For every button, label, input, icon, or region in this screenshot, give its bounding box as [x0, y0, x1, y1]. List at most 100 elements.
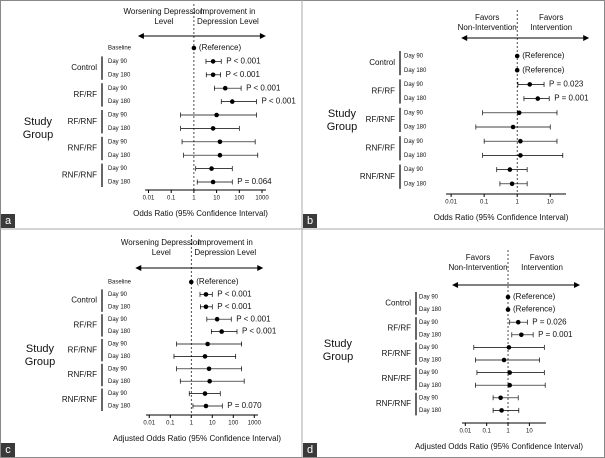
x-tick-label: 1	[506, 429, 510, 435]
row-label: Baseline	[108, 280, 132, 286]
row-label: Baseline	[108, 46, 132, 52]
annotation: P = 0.001	[538, 330, 573, 339]
arrow-head	[259, 33, 266, 39]
annotation: P < 0.001	[226, 57, 261, 66]
row-label: Day 180	[108, 99, 131, 105]
point-estimate	[507, 167, 513, 172]
group-title: Study Group	[23, 116, 54, 141]
annotation: P = 0.070	[227, 401, 262, 410]
point-estimate	[210, 72, 216, 78]
annotation: P < 0.001	[226, 70, 261, 79]
annotation: P < 0.001	[246, 83, 281, 92]
group-label: RNF/RNF	[360, 172, 395, 181]
point-estimate	[210, 59, 216, 64]
group-label: Control	[71, 296, 97, 305]
x-axis-label: Odds Ratio (95% Confidence Interval)	[133, 209, 268, 218]
row-label: Day 180	[404, 125, 427, 131]
point-estimate	[206, 366, 212, 372]
x-tick-label: 10	[547, 200, 554, 206]
point-estimate	[527, 82, 533, 87]
header-right: Favors Intervention	[530, 13, 572, 32]
row-label: Day 180	[108, 153, 131, 159]
point-estimate	[210, 179, 216, 185]
point-estimate	[507, 370, 513, 375]
panel-label-box	[1, 443, 15, 457]
point-estimate	[210, 126, 216, 131]
point-estimate	[219, 329, 224, 334]
point-estimate	[202, 354, 208, 359]
header-left: Worsening Depression Level	[124, 7, 205, 26]
arrow-head	[137, 33, 144, 39]
x-tick-label: 1	[516, 200, 520, 206]
x-tick-label: 0.1	[482, 429, 491, 435]
x-tick-label: 0.01	[445, 200, 457, 206]
point-estimate	[498, 395, 503, 401]
panel-label: c	[5, 444, 11, 456]
panel-label-box	[1, 214, 15, 228]
panel-label: a	[5, 215, 12, 227]
group-label: RNF/RNF	[376, 399, 411, 408]
row-label: Day 180	[419, 307, 442, 313]
row-label: Day 90	[108, 139, 128, 145]
point-estimate	[191, 45, 197, 51]
x-axis-label: Adjusted Odds Ratio (95% Confidence Inte…	[415, 442, 583, 451]
annotation: (Reference)	[513, 305, 556, 314]
group-label: RNF/RF	[382, 374, 411, 383]
header-left: Favors Non-Intervention	[458, 13, 517, 32]
group-label: RF/RNF	[366, 115, 395, 124]
point-estimate	[209, 166, 214, 171]
row-label: Day 90	[108, 166, 128, 172]
row-label: Day 90	[108, 59, 128, 65]
row-label: Day 180	[108, 354, 131, 360]
row-label: Day 90	[419, 370, 439, 376]
annotation: P = 0.023	[549, 80, 584, 89]
group-title: Study Group	[327, 108, 358, 133]
arrow-head	[583, 35, 590, 41]
row-label: Day 180	[404, 153, 427, 159]
row-label: Day 180	[419, 408, 442, 414]
annotation: P = 0.064	[237, 177, 272, 186]
point-estimate	[518, 138, 523, 144]
point-estimate	[519, 332, 524, 338]
row-label: Day 90	[419, 395, 439, 401]
x-tick-label: 0.1	[166, 421, 175, 427]
annotation: P < 0.001	[242, 327, 277, 336]
group-label: RF/RF	[73, 321, 97, 330]
x-tick-label: 0.01	[459, 429, 471, 435]
group-title: Study Group	[323, 338, 354, 363]
annotation: P < 0.001	[236, 314, 271, 323]
x-tick-label: 0.1	[167, 196, 176, 202]
row-label: Day 90	[108, 113, 128, 119]
point-estimate	[229, 99, 235, 104]
point-estimate	[203, 403, 209, 409]
annotation: P = 0.001	[554, 94, 589, 103]
point-estimate	[518, 153, 523, 158]
x-tick-label: 1000	[255, 196, 269, 202]
row-label: Day 90	[108, 342, 128, 348]
annotation: P < 0.001	[217, 302, 252, 311]
annotation: P < 0.001	[217, 290, 252, 299]
row-label: Day 180	[108, 180, 131, 186]
row-label: Day 90	[108, 391, 128, 397]
group-label: RF/RNF	[68, 345, 97, 354]
group-label: RNF/RF	[366, 143, 395, 152]
annotation: (Reference)	[199, 43, 242, 52]
row-label: Day 180	[404, 181, 427, 187]
point-estimate	[499, 408, 504, 413]
x-axis-label: Adjusted Odds Ratio (95% Confidence Inte…	[113, 434, 281, 443]
row-label: Day 180	[108, 126, 131, 132]
row-label: Day 180	[404, 68, 427, 74]
group-label: RF/RF	[371, 87, 395, 96]
header-right: Improvement in Depression Level	[194, 238, 256, 257]
row-label: Day 90	[108, 366, 128, 372]
point-estimate	[516, 110, 522, 116]
point-estimate	[222, 85, 228, 91]
header-right: Favors Intervention	[521, 253, 563, 272]
panel-label: d	[307, 444, 313, 456]
panel-label-box	[303, 443, 317, 457]
row-label: Day 90	[108, 292, 128, 298]
annotation: (Reference)	[522, 51, 565, 60]
x-tick-label: 1	[190, 421, 194, 427]
point-estimate	[535, 96, 541, 101]
